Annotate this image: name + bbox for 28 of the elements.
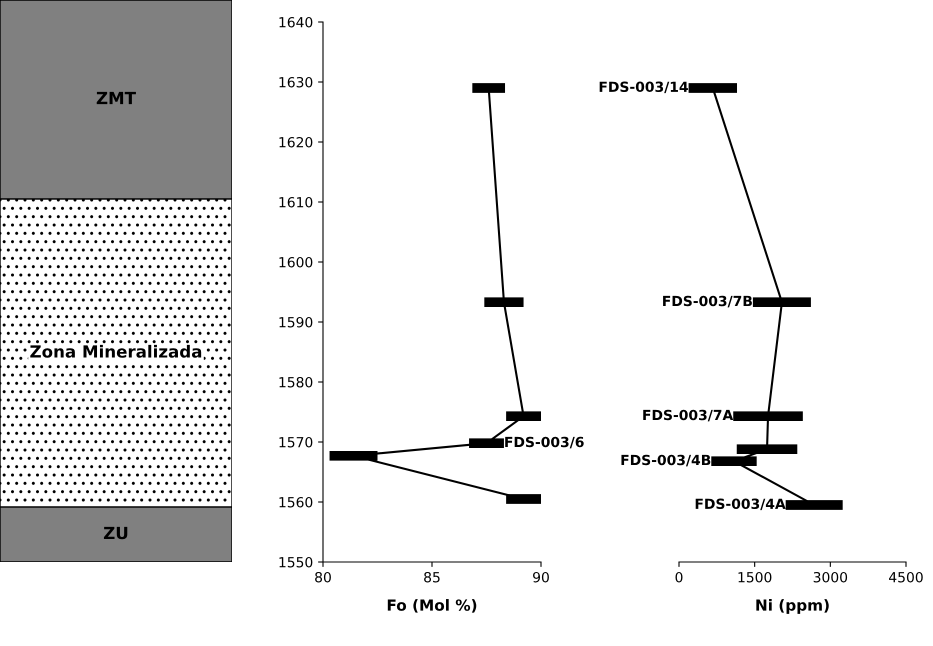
y-tick-label: 1550 bbox=[279, 556, 312, 568]
annotation: FDS-003/4A bbox=[696, 498, 786, 510]
x-axis-title: Ni (ppm) bbox=[756, 599, 829, 614]
annotation: FDS-003/7B bbox=[663, 296, 752, 308]
annotation: FDS-003/7A bbox=[643, 410, 734, 422]
series-label: Zona Mineralizada bbox=[30, 344, 202, 358]
annotation: FDS-003/14 bbox=[600, 82, 688, 94]
series-label: ZMT bbox=[96, 92, 136, 104]
y-tick-label: 1570 bbox=[279, 436, 312, 448]
x-tick-label: 3000 bbox=[814, 572, 848, 582]
x-tick-label: 0 bbox=[675, 572, 682, 582]
series-label: ZU bbox=[104, 526, 128, 540]
y-tick-label: 1590 bbox=[279, 316, 312, 328]
y-tick-label: 1580 bbox=[279, 376, 312, 388]
x-tick-label: 90 bbox=[533, 572, 549, 582]
y-tick-label: 1630 bbox=[279, 76, 312, 88]
annotation: FDS-003/4B bbox=[621, 454, 710, 466]
x-axis-title: Fo (Mol %) bbox=[388, 599, 476, 613]
x-tick-label: 80 bbox=[315, 572, 331, 582]
annotation: FDS-003/6 bbox=[505, 436, 584, 448]
y-tick-label: 1560 bbox=[279, 496, 312, 508]
x-tick-label: 4500 bbox=[889, 572, 923, 582]
y-tick-label: 1600 bbox=[279, 256, 312, 268]
y-tick-label: 1610 bbox=[279, 196, 312, 208]
y-tick-label: 1640 bbox=[279, 16, 312, 28]
x-tick-label: 1500 bbox=[738, 572, 772, 582]
y-tick-label: 1620 bbox=[279, 136, 312, 148]
x-tick-label: 85 bbox=[424, 572, 440, 582]
